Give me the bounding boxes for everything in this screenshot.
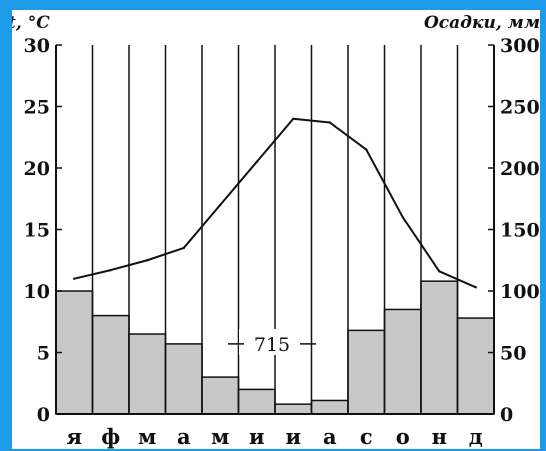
temperature-point-12 (474, 286, 477, 289)
right-tick-label: 50 (500, 343, 526, 365)
month-label: а (323, 424, 337, 449)
precipitation-bars (55, 280, 495, 415)
temperature-point-11 (438, 270, 441, 273)
left-axis-title: t, °C (12, 13, 50, 33)
temperature-point-6 (255, 160, 258, 164)
temperature-point-5 (219, 203, 222, 207)
right-tick-label: 0 (500, 404, 513, 426)
temperature-point-4 (182, 246, 185, 250)
precipitation-bar-3 (128, 333, 167, 415)
month-label: с (360, 424, 373, 449)
temperature-point-9 (365, 148, 368, 151)
annual-precipitation-annotation: 715 (228, 328, 316, 356)
month-label: а (177, 424, 191, 449)
month-label: м (138, 424, 156, 449)
month-label: и (285, 424, 301, 449)
temperature-point-3 (146, 259, 149, 262)
annotation-text: 715 (254, 334, 290, 356)
temperature-point-10 (401, 216, 404, 219)
month-label: м (211, 424, 229, 449)
temperature-line (73, 117, 477, 289)
precipitation-tick-labels: 0 50 100 150 200 250 300 (488, 35, 540, 426)
precipitation-bar-5 (201, 376, 240, 415)
temperature-point-1 (73, 277, 76, 280)
precipitation-bar-4 (164, 343, 203, 415)
right-tick-label: 300 (500, 35, 540, 57)
precipitation-bar-7 (274, 403, 313, 415)
left-tick-label: 15 (24, 220, 50, 242)
left-tick-label: 5 (37, 343, 50, 365)
left-tick-label: 0 (37, 404, 50, 426)
temperature-curve (74, 117, 477, 289)
precipitation-bar-2 (91, 314, 130, 415)
month-label: н (432, 424, 447, 449)
temperature-tick-labels: 0 5 10 15 20 25 30 (24, 35, 62, 426)
left-tick-label: 10 (24, 281, 50, 303)
month-label: ф (101, 424, 120, 449)
temperature-point-2 (109, 268, 112, 272)
left-tick-label: 30 (24, 35, 50, 57)
right-tick-label: 100 (500, 281, 540, 303)
month-label: и (249, 424, 265, 449)
precipitation-bar-12 (456, 317, 495, 415)
month-label: я (66, 424, 82, 449)
right-tick-label: 250 (500, 97, 540, 119)
right-tick-label: 150 (500, 220, 540, 242)
temperature-point-8 (328, 121, 331, 124)
temperature-point-7 (292, 117, 295, 121)
right-tick-label: 200 (500, 158, 540, 180)
precipitation-bar-9 (347, 329, 386, 415)
month-label: о (396, 424, 410, 449)
annotation-background (239, 328, 305, 355)
precipitation-bar-6 (237, 388, 276, 415)
left-tick-label: 20 (24, 158, 50, 180)
right-axis-title: Осадки, мм (424, 13, 540, 33)
precipitation-bar-10 (383, 308, 422, 415)
precipitation-bar-8 (310, 399, 349, 415)
precipitation-bar-11 (420, 280, 459, 415)
left-tick-label: 25 (24, 97, 50, 119)
month-label: д (469, 424, 483, 449)
